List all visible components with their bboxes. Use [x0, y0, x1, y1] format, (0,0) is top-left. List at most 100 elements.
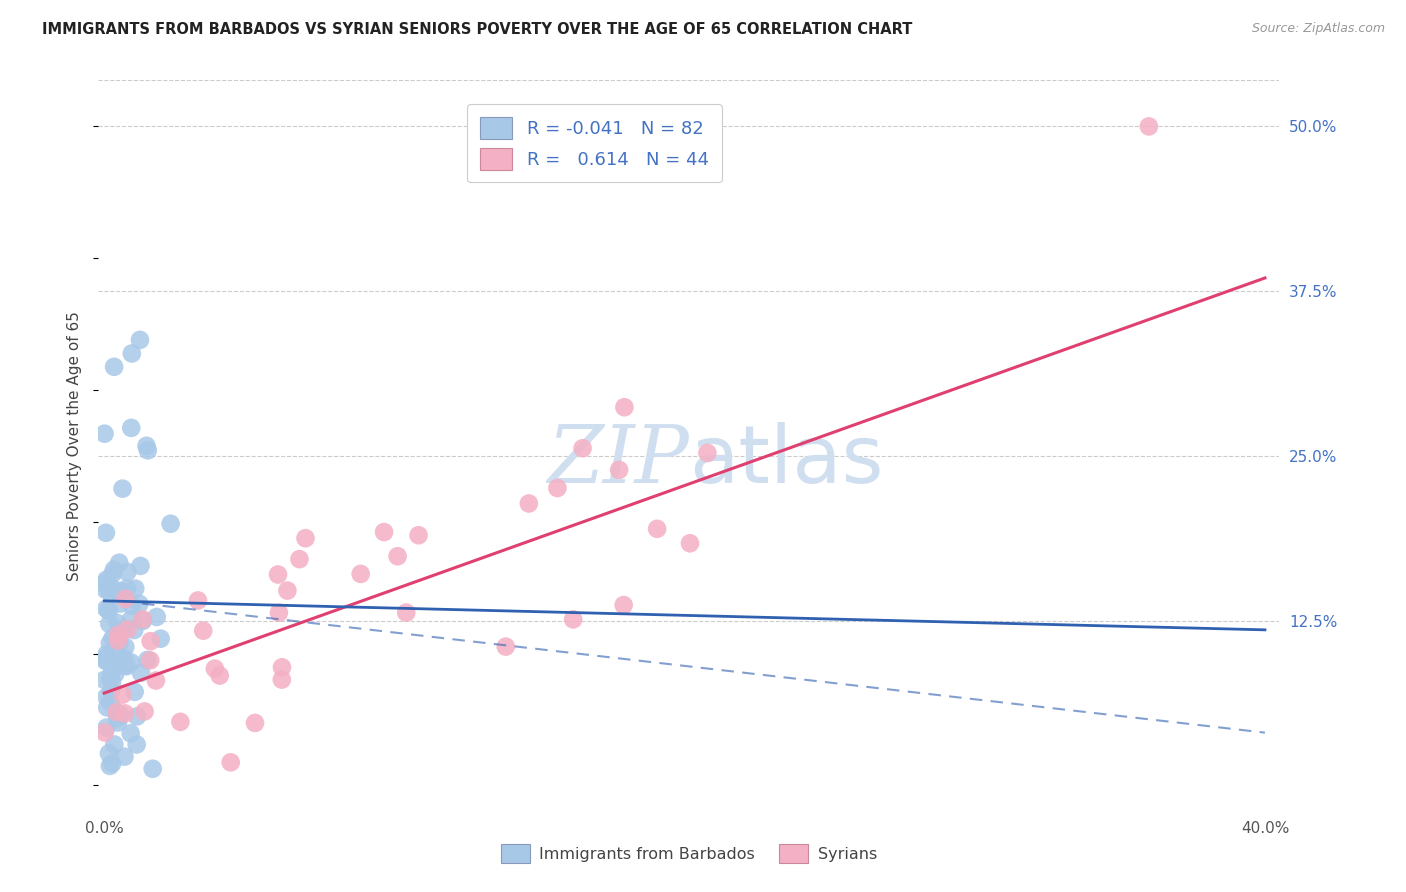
- Point: [187, 593, 209, 607]
- Point: [122, 623, 145, 637]
- Point: [645, 522, 668, 536]
- Point: [98, 636, 121, 650]
- Point: [387, 549, 409, 564]
- Point: [96, 700, 118, 714]
- Point: [1137, 120, 1160, 134]
- Point: [96, 721, 118, 735]
- Point: [108, 556, 131, 570]
- Point: [111, 655, 134, 669]
- Point: [288, 552, 311, 566]
- Point: [149, 632, 172, 646]
- Point: [132, 612, 155, 626]
- Point: [115, 582, 138, 596]
- Point: [219, 756, 242, 770]
- Point: [373, 525, 395, 540]
- Point: [97, 603, 120, 617]
- Point: [96, 653, 118, 667]
- Point: [121, 346, 143, 360]
- Point: [98, 672, 121, 686]
- Point: [607, 463, 630, 477]
- Point: [103, 359, 125, 374]
- Point: [115, 659, 138, 673]
- Point: [243, 715, 266, 730]
- Point: [132, 614, 155, 628]
- Point: [120, 613, 142, 627]
- Point: [114, 706, 136, 721]
- Point: [114, 591, 136, 606]
- Point: [129, 558, 152, 573]
- Point: [125, 738, 148, 752]
- Point: [98, 616, 121, 631]
- Point: [98, 759, 121, 773]
- Point: [97, 747, 120, 761]
- Point: [117, 622, 139, 636]
- Point: [93, 576, 115, 591]
- Point: [120, 656, 142, 670]
- Point: [107, 586, 129, 600]
- Point: [100, 695, 122, 709]
- Point: [110, 584, 132, 599]
- Point: [139, 634, 162, 648]
- Point: [107, 711, 129, 725]
- Point: [97, 604, 120, 618]
- Point: [136, 653, 159, 667]
- Point: [111, 482, 134, 496]
- Point: [107, 616, 129, 631]
- Point: [571, 442, 593, 456]
- Point: [142, 762, 165, 776]
- Point: [94, 525, 117, 540]
- Point: [101, 665, 124, 679]
- Point: [517, 496, 540, 510]
- Point: [135, 439, 157, 453]
- Point: [107, 715, 129, 730]
- Point: [696, 446, 718, 460]
- Point: [136, 443, 159, 458]
- Point: [112, 622, 135, 636]
- Point: [124, 685, 146, 699]
- Point: [101, 656, 124, 670]
- Point: [679, 536, 702, 550]
- Point: [100, 683, 122, 698]
- Point: [169, 714, 191, 729]
- Point: [120, 726, 142, 740]
- Point: [96, 573, 118, 587]
- Point: [128, 597, 150, 611]
- Point: [124, 582, 146, 596]
- Point: [112, 651, 135, 665]
- Point: [350, 566, 373, 581]
- Point: [204, 662, 226, 676]
- Point: [108, 624, 131, 639]
- Point: [408, 528, 430, 542]
- Point: [96, 690, 118, 704]
- Point: [159, 516, 181, 531]
- Point: [101, 631, 124, 645]
- Point: [125, 709, 148, 723]
- Point: [114, 658, 136, 673]
- Point: [104, 705, 127, 719]
- Point: [613, 598, 636, 612]
- Point: [98, 654, 121, 668]
- Point: [101, 566, 124, 581]
- Point: [139, 653, 162, 667]
- Point: [145, 673, 167, 688]
- Point: [94, 582, 117, 597]
- Point: [495, 640, 517, 654]
- Point: [110, 597, 132, 611]
- Point: [117, 565, 139, 579]
- Text: Source: ZipAtlas.com: Source: ZipAtlas.com: [1251, 22, 1385, 36]
- Point: [267, 567, 290, 582]
- Point: [98, 585, 121, 599]
- Point: [107, 632, 129, 646]
- Point: [114, 749, 136, 764]
- Point: [101, 756, 124, 771]
- Point: [129, 333, 152, 347]
- Point: [208, 668, 231, 682]
- Point: [294, 531, 316, 545]
- Point: [129, 665, 152, 680]
- Point: [103, 563, 125, 577]
- Text: atlas: atlas: [689, 422, 883, 500]
- Point: [562, 612, 585, 626]
- Point: [121, 599, 143, 613]
- Text: ZIP: ZIP: [547, 422, 689, 500]
- Point: [103, 738, 125, 752]
